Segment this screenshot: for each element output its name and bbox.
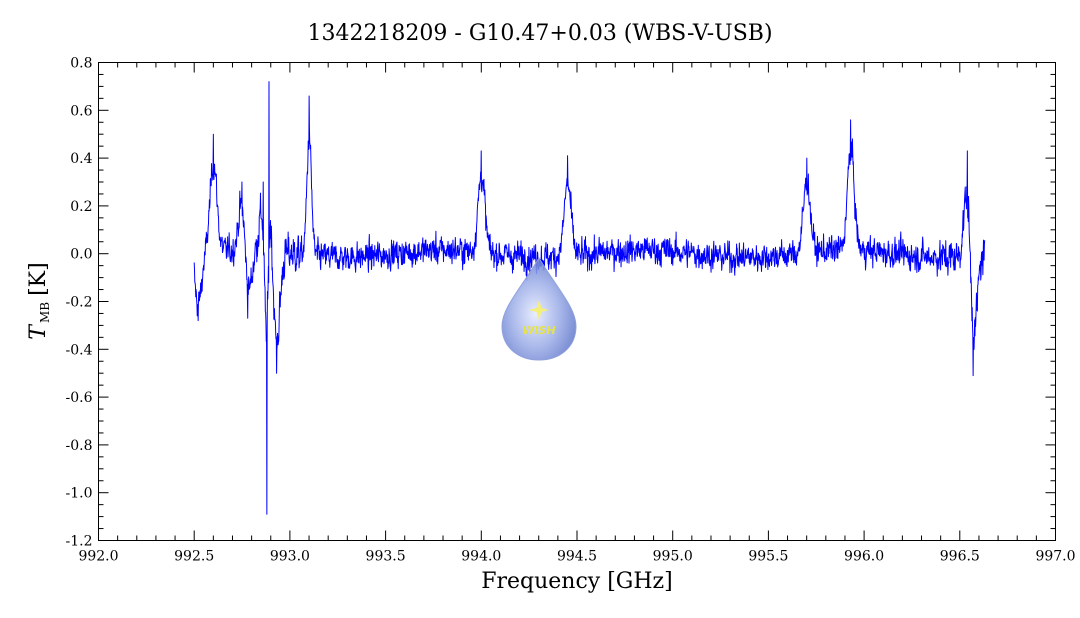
axis-ticks: [98, 62, 1056, 541]
x-tick-label: 995.0: [653, 549, 693, 565]
x-tick-label: 996.5: [940, 549, 980, 565]
y-tick-label: 0.6: [70, 103, 92, 119]
y-axis-label: TMB [K]: [26, 262, 52, 339]
star-icon: [529, 300, 549, 320]
y-tick-label: -0.8: [66, 438, 93, 454]
y-tick-label: -0.2: [66, 295, 93, 311]
axis-tick-labels: 992.0 992.5 993.0 993.5 994.0 994.5 995.0 995.5…: [66, 56, 1076, 565]
x-tick-label: 994.0: [461, 549, 501, 565]
x-tick-label: 996.0: [844, 549, 884, 565]
x-tick-label: 995.5: [748, 549, 788, 565]
x-tick-label: 993.5: [366, 549, 406, 565]
y-axis-label-sub: MB: [38, 302, 52, 323]
x-axis-label: Frequency [GHz]: [481, 569, 673, 594]
spectrum-series-line: [193, 81, 986, 515]
y-tick-label: -0.4: [66, 342, 93, 358]
y-tick-label: 0.4: [70, 151, 92, 167]
wish-text: WISH: [522, 324, 555, 337]
y-tick-label: 0.8: [70, 56, 92, 72]
y-axis-label-main: T: [26, 323, 51, 340]
y-tick-label: 0.2: [70, 199, 92, 215]
plot-frame: [98, 62, 1056, 541]
x-tick-label: 992.5: [174, 549, 214, 565]
y-tick-label: -1.0: [66, 486, 93, 502]
y-axis-label-unit: [K]: [26, 262, 51, 296]
wish-watermark: WISH: [501, 257, 577, 361]
chart-title: 1342218209 - G10.47+0.03 (WBS-V-USB): [307, 21, 772, 46]
x-tick-label: 992.0: [78, 549, 118, 565]
x-tick-label: 993.0: [270, 549, 310, 565]
x-tick-label: 997.0: [1035, 549, 1075, 565]
y-tick-label: 0.0: [70, 247, 92, 263]
x-tick-label: 994.5: [557, 549, 597, 565]
svg-text:TMB[K]: TMB [K]: [26, 262, 52, 339]
y-tick-label: -1.2: [66, 534, 93, 550]
y-tick-label: -0.6: [66, 390, 93, 406]
